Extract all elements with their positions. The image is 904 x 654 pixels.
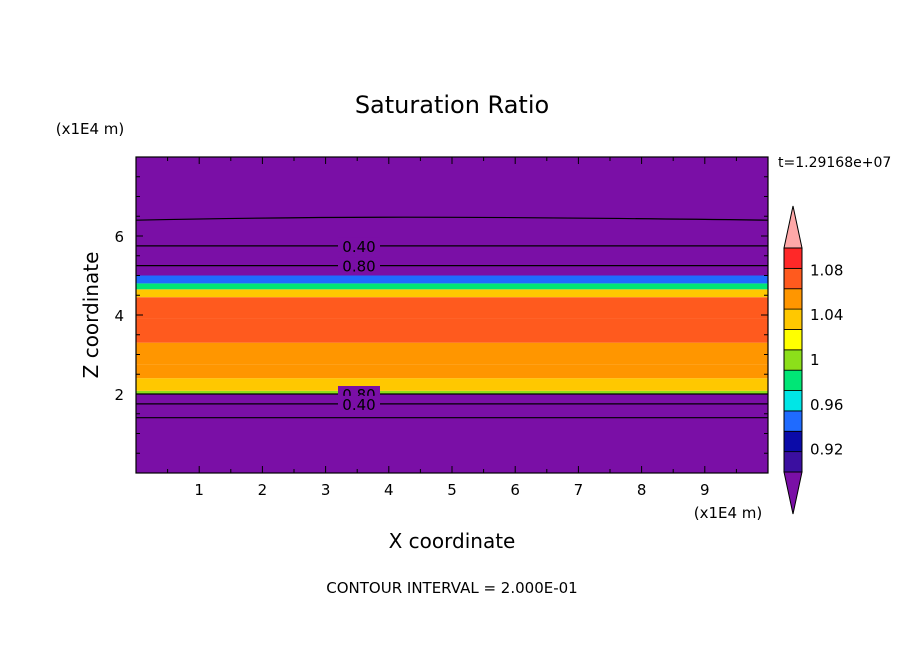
x-tick-label: 3 bbox=[321, 481, 331, 499]
colorbar-cell bbox=[783, 349, 803, 371]
saturation-field bbox=[136, 157, 768, 473]
x-axis: 1 2 3 4 5 6 7 8 9 bbox=[167, 157, 737, 499]
x-tick-label: 9 bbox=[700, 481, 710, 499]
y-tick-label: 6 bbox=[114, 228, 124, 246]
field-band bbox=[136, 390, 768, 394]
colorbar-cell bbox=[783, 390, 803, 412]
colorbar-cell bbox=[783, 329, 803, 351]
colorbar-tick-label: 1.04 bbox=[810, 306, 843, 324]
colorbar-tick-label: 1.08 bbox=[810, 261, 843, 279]
colorbar-tick-label: 0.96 bbox=[810, 396, 843, 414]
x-units-label: (x1E4 m) bbox=[694, 504, 763, 522]
contour-label: 0.40 bbox=[342, 238, 375, 256]
colorbar-cell bbox=[783, 369, 803, 391]
contour-label-bg bbox=[338, 257, 380, 272]
contour-label: 0.40 bbox=[342, 396, 375, 414]
field-band bbox=[136, 289, 768, 298]
x-tick-label: 5 bbox=[447, 481, 457, 499]
chart-title: Saturation Ratio bbox=[355, 91, 549, 119]
colorbar-cell bbox=[783, 288, 803, 310]
x-tick-label: 2 bbox=[258, 481, 268, 499]
x-tick-label: 8 bbox=[637, 481, 647, 499]
colorbar-cell bbox=[783, 247, 803, 269]
colorbar-cell bbox=[783, 267, 803, 290]
colorbar-cell bbox=[783, 308, 803, 330]
contour-line bbox=[136, 216, 768, 221]
x-tick-label: 6 bbox=[510, 481, 520, 499]
field-band bbox=[136, 157, 768, 276]
field-band bbox=[136, 297, 768, 319]
field-band bbox=[136, 283, 768, 290]
x-tick-label: 7 bbox=[574, 481, 584, 499]
contour-label: 0.80 bbox=[342, 258, 375, 276]
colorbar-bottom-arrow bbox=[783, 471, 803, 515]
field-band bbox=[136, 342, 768, 365]
contour-lines: 0.400.800.800.40 bbox=[136, 216, 768, 419]
field-band bbox=[136, 394, 768, 473]
field-band bbox=[136, 318, 768, 343]
x-tick-label: 4 bbox=[384, 481, 394, 499]
colorbar-cell bbox=[783, 430, 803, 453]
colorbar-tick-label: 1 bbox=[810, 351, 820, 369]
contour-interval-note: CONTOUR INTERVAL = 2.000E-01 bbox=[326, 579, 577, 597]
field-band bbox=[136, 275, 768, 284]
colorbar-cell bbox=[783, 410, 803, 432]
field-band bbox=[136, 378, 768, 391]
colorbar-frame bbox=[783, 247, 803, 473]
field-band bbox=[136, 364, 768, 379]
colorbar-top-arrow bbox=[783, 205, 803, 249]
y-tick-label: 4 bbox=[114, 307, 124, 325]
y-axis: 2 4 6 bbox=[114, 176, 768, 454]
time-label: t=1.29168e+07 bbox=[778, 155, 891, 171]
x-tick-label: 1 bbox=[194, 481, 204, 499]
x-axis-label: X coordinate bbox=[389, 529, 516, 553]
colorbar: 0.92 0.96 1 1.04 1.08 bbox=[783, 205, 843, 515]
y-axis-label: Z coordinate bbox=[79, 252, 103, 379]
contour-label-bg bbox=[338, 395, 380, 410]
contour-label-bg bbox=[338, 237, 380, 252]
colorbar-cell bbox=[783, 451, 803, 473]
y-tick-label: 2 bbox=[114, 386, 124, 404]
y-units-label: (x1E4 m) bbox=[56, 120, 125, 138]
colorbar-tick-label: 0.92 bbox=[810, 441, 843, 459]
